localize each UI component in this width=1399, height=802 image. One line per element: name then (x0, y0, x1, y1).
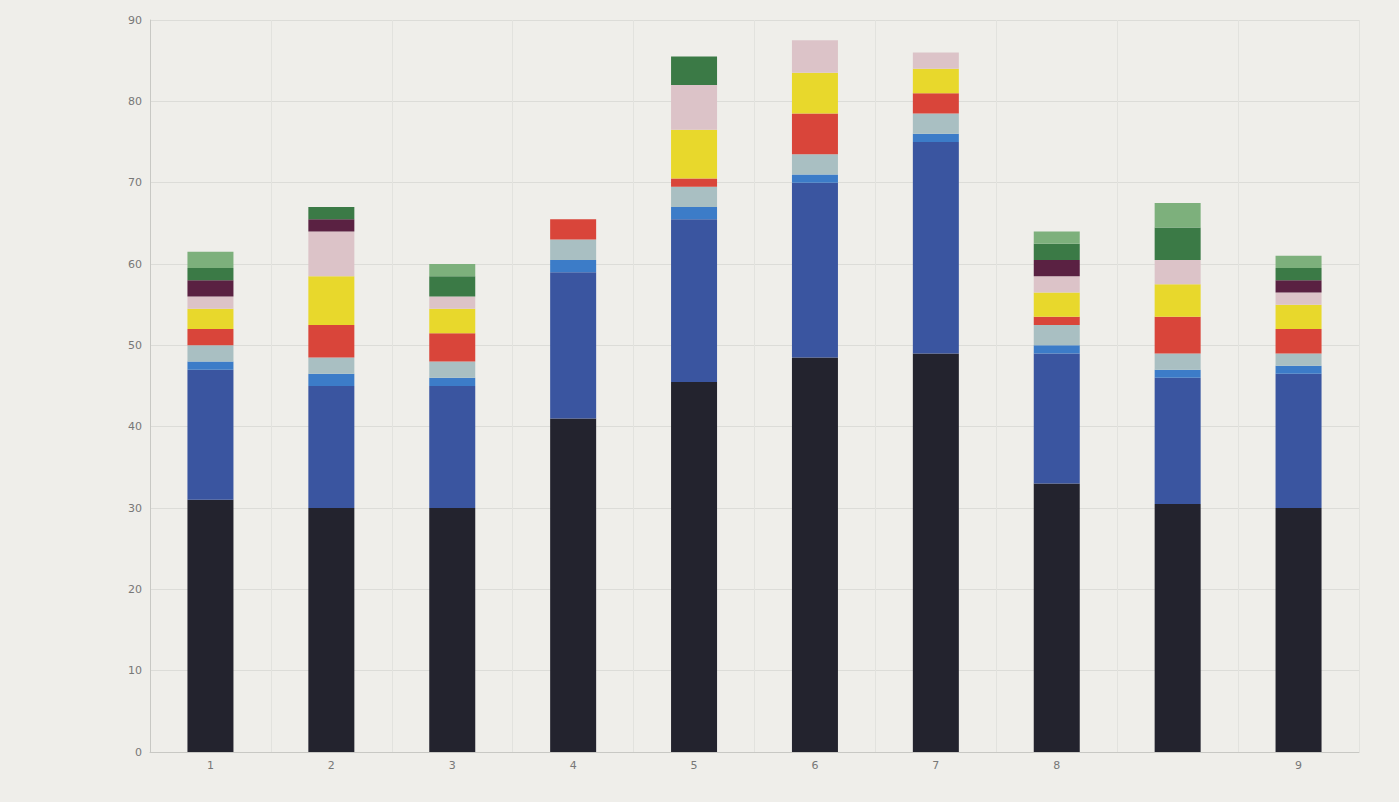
svg-text:30: 30 (128, 502, 142, 515)
svg-text:90: 90 (128, 14, 142, 27)
svg-text:1: 1 (207, 759, 214, 772)
svg-text:6: 6 (811, 759, 818, 772)
svg-text:7: 7 (932, 759, 939, 772)
svg-text:2: 2 (328, 759, 335, 772)
svg-text:40: 40 (128, 420, 142, 433)
svg-text:60: 60 (128, 258, 142, 271)
svg-text:4: 4 (570, 759, 577, 772)
svg-text:80: 80 (128, 95, 142, 108)
svg-text:70: 70 (128, 176, 142, 189)
svg-text:3: 3 (449, 759, 456, 772)
svg-text:10: 10 (128, 664, 142, 677)
svg-text:5: 5 (691, 759, 698, 772)
svg-text:50: 50 (128, 339, 142, 352)
svg-text:20: 20 (128, 583, 142, 596)
svg-text:8: 8 (1053, 759, 1060, 772)
svg-text:9: 9 (1295, 759, 1302, 772)
svg-text:0: 0 (135, 746, 142, 759)
